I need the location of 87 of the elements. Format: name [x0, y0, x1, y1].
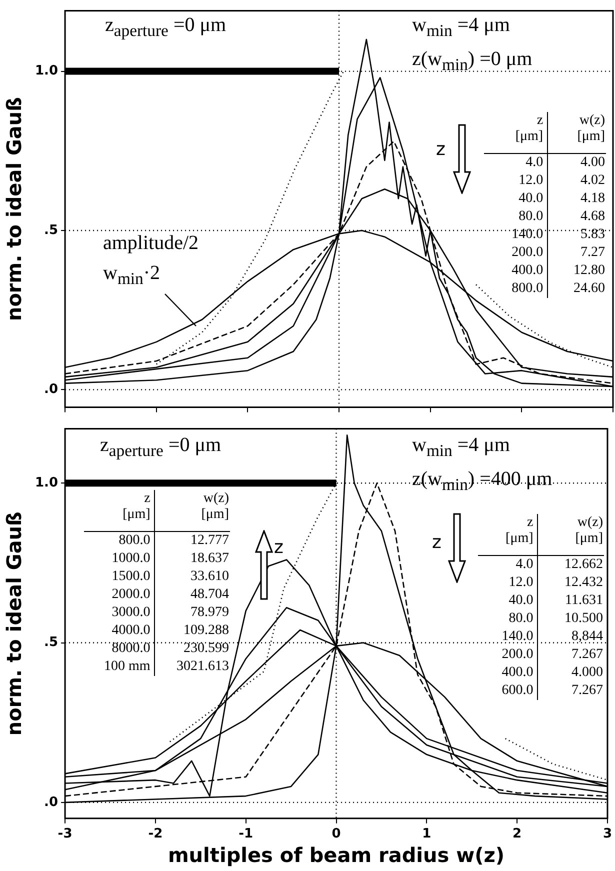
annotation: 11.631: [564, 592, 604, 610]
y-tick-label: .0: [44, 794, 58, 810]
annotation: [μm]: [122, 507, 150, 523]
annotation: 80.0: [478, 610, 538, 628]
annotation: 4.00: [580, 154, 606, 172]
annotation: [μm]: [504, 531, 534, 547]
annotation: 40.0: [484, 190, 548, 208]
x-tick-label: -2: [148, 826, 163, 842]
annotation: 200.0: [478, 646, 538, 664]
annotation: w$_{min}$ =4 μm: [412, 14, 510, 40]
annotation: 4.0: [478, 556, 538, 574]
annotation: 4.02: [580, 172, 606, 190]
annotation: z(w$_{min}$) =400 μm: [412, 468, 552, 494]
annotation: 78.979: [190, 604, 230, 622]
annotation: 4.000: [570, 664, 604, 682]
annotation: 18.637: [190, 550, 230, 568]
x-tick-label: -1: [238, 826, 254, 842]
annotation: 4.68: [580, 208, 606, 226]
annotation: 8000.0: [84, 640, 155, 658]
annotation: 24.60: [572, 280, 606, 298]
annotation: 8,844: [570, 628, 604, 646]
y-tick-label: 1.0: [35, 64, 58, 79]
y-tick-label: 1.0: [35, 475, 58, 490]
annotation: w$_{min}$ =4 μm: [412, 434, 510, 460]
annotation: 800.0: [84, 532, 155, 550]
annotation: [μm]: [574, 531, 603, 547]
annotation: 48.704: [190, 586, 230, 604]
annotation: 600.0: [478, 682, 538, 700]
annotation: z(w$_{min}$) =0 μm: [412, 48, 532, 74]
annotation: w(z): [202, 491, 229, 507]
annotation: 12.80: [572, 262, 606, 280]
annotation: 100 mm: [84, 658, 155, 676]
annotation: [μm]: [200, 507, 229, 523]
annotation: w$_{min}$·2: [103, 262, 160, 288]
annotation: 230.599: [182, 640, 230, 658]
annotation: 200.0: [484, 244, 548, 262]
annotation: 5.83: [580, 226, 606, 244]
annotation: 109.288: [182, 622, 230, 640]
annotation: z: [274, 537, 284, 558]
y-axis-title: norm. to ideal Gauß: [2, 96, 26, 322]
annotation: 12.0: [478, 574, 538, 592]
annotation: [μm]: [576, 129, 605, 145]
annotation: w(z): [576, 515, 603, 531]
annotation: w(z): [578, 113, 605, 129]
y-axis-title: norm. to ideal Gauß: [2, 512, 26, 736]
annotation: z$_{aperture}$ =0 μm: [105, 14, 226, 40]
annotation: z: [143, 491, 150, 507]
annotation: z: [436, 139, 446, 160]
annotation: 7.27: [580, 244, 606, 262]
annotation: 12.662: [564, 556, 604, 574]
annotation: amplitude/2: [103, 232, 199, 254]
annotation: 4.18: [580, 190, 606, 208]
annotation: 1500.0: [84, 568, 155, 586]
annotation: 800.0: [484, 280, 548, 298]
y-tick-label: .0: [44, 382, 58, 398]
y-tick-label: .5: [44, 222, 58, 238]
annotation: 40.0: [478, 592, 538, 610]
annotation: 7.267: [570, 646, 604, 664]
x-tick-label: 3: [602, 826, 612, 842]
annotation: 140.0: [478, 628, 538, 646]
annotation: 2000.0: [84, 586, 155, 604]
annotation: 3021.613: [176, 658, 230, 676]
annotation: [μm]: [514, 129, 544, 145]
x-tick-label: 2: [512, 826, 522, 842]
x-tick-label: 0: [332, 826, 341, 842]
annotation: 1000.0: [84, 550, 155, 568]
x-axis-title: multiples of beam radius w(z): [168, 843, 505, 868]
annotation: 12.432: [564, 574, 604, 592]
annotation: z: [526, 515, 534, 531]
annotation: 4000.0: [84, 622, 155, 640]
y-tick-label: .5: [44, 635, 58, 650]
annotation: 12.0: [484, 172, 548, 190]
annotation: z: [536, 113, 544, 129]
annotation: z$_{aperture}$ =0 μm: [100, 434, 222, 460]
annotation: 80.0: [484, 208, 548, 226]
annotation: 33.610: [190, 568, 230, 586]
annotation: 7.267: [570, 682, 604, 700]
annotation: 400.0: [478, 664, 538, 682]
annotation: 3000.0: [84, 604, 155, 622]
x-tick-label: 1: [422, 826, 432, 842]
annotation: 12.777: [190, 532, 230, 550]
annotation: 4.0: [484, 154, 548, 172]
annotation: 140.0: [484, 226, 548, 244]
x-tick-label: -3: [58, 826, 72, 842]
annotation: 10.500: [564, 610, 604, 628]
annotation: z: [432, 532, 442, 553]
annotation: 400.0: [484, 262, 548, 280]
